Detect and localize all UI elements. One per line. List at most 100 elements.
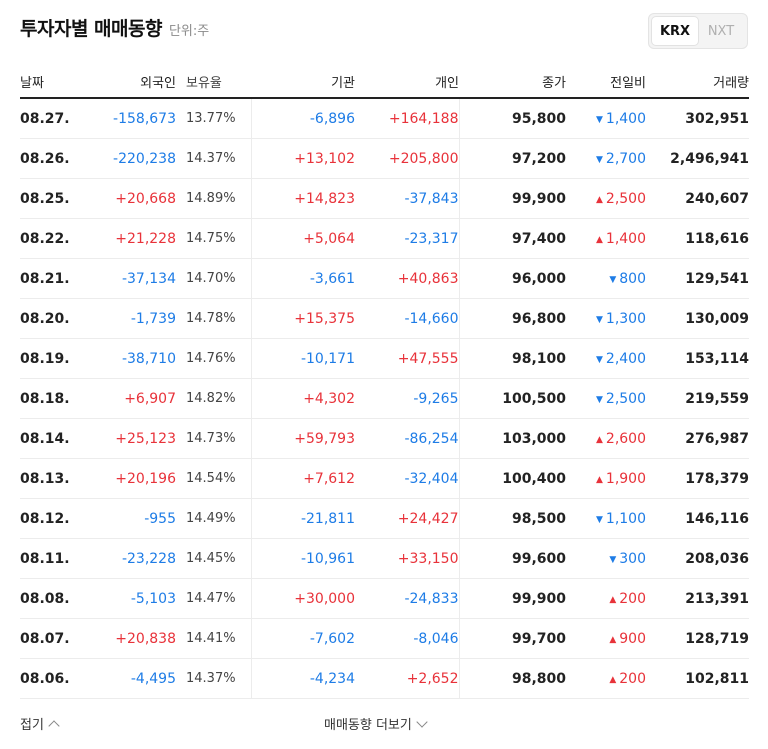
volume-cell: 208,036 — [646, 538, 749, 579]
foreign-cell: +25,123 — [72, 418, 176, 459]
change-value: 1,300 — [605, 310, 646, 327]
individual-cell: -23,317 — [355, 218, 459, 259]
triangle-down-icon: ▼ — [595, 154, 603, 165]
foreign-cell: -5,103 — [72, 578, 176, 619]
widget-footer: 접기 매매동향 더보기 — [0, 706, 768, 738]
change-value: 800 — [619, 270, 646, 287]
change-cell: ▲ 900 — [566, 618, 646, 659]
triangle-down-icon: ▼ — [595, 114, 603, 125]
holding-rate-cell: 14.37% — [176, 138, 251, 179]
holding-rate-cell: 13.77% — [176, 98, 251, 139]
change-value: 1,900 — [605, 470, 646, 487]
institution-cell: +15,375 — [250, 298, 355, 339]
individual-cell: -14,660 — [355, 298, 459, 339]
triangle-down-icon: ▼ — [595, 394, 603, 405]
individual-cell: -24,833 — [355, 578, 459, 619]
change-value: 200 — [619, 670, 646, 687]
volume-cell: 118,616 — [646, 218, 749, 259]
table-row: 08.19. -38,710 14.76% -10,171 +47,555 98,100 ▼… — [20, 338, 749, 379]
close-cell: 95,800 — [458, 98, 566, 139]
widget-header: 투자자별 매매동향 단위:주 — [20, 14, 209, 50]
date-cell: 08.18. — [20, 378, 72, 419]
change-value: 300 — [619, 550, 646, 567]
date-cell: 08.14. — [20, 418, 72, 459]
institution-cell: -3,661 — [250, 258, 355, 299]
date-cell: 08.19. — [20, 338, 72, 379]
institution-cell: -6,896 — [250, 98, 355, 139]
fold-button[interactable]: 접기 — [20, 714, 60, 733]
volume-cell: 213,391 — [646, 578, 749, 619]
holding-rate-cell: 14.73% — [176, 418, 251, 459]
volume-cell: 128,719 — [646, 618, 749, 659]
triangle-down-icon: ▼ — [595, 514, 603, 525]
table-row: 08.06. -4,495 14.37% -4,234 +2,652 98,800 ▲ 200… — [20, 658, 749, 699]
date-cell: 08.13. — [20, 458, 72, 499]
fold-label: 접기 — [20, 718, 44, 733]
volume-cell: 146,116 — [646, 498, 749, 539]
table-row: 08.13. +20,196 14.54% +7,612 -32,404 100,400 ▲… — [20, 458, 749, 499]
change-cell: ▲ 2,600 — [566, 418, 646, 459]
date-cell: 08.25. — [20, 178, 72, 219]
individual-cell: -86,254 — [355, 418, 459, 459]
col-header-close: 종가 — [459, 66, 566, 99]
holding-rate-cell: 14.78% — [176, 298, 251, 339]
close-cell: 99,900 — [458, 578, 566, 619]
close-cell: 96,800 — [458, 298, 566, 339]
change-cell: ▲ 200 — [566, 658, 646, 699]
institution-cell: +5,064 — [250, 218, 355, 259]
close-cell: 99,900 — [458, 178, 566, 219]
triangle-up-icon: ▲ — [609, 674, 617, 685]
foreign-cell: +21,228 — [72, 218, 176, 259]
volume-cell: 153,114 — [646, 338, 749, 379]
foreign-cell: -38,710 — [72, 338, 176, 379]
trading-table: 날짜 외국인 보유율 기관 개인 종가 전일비 거래량 08.27. -158,6… — [20, 66, 749, 699]
foreign-cell: +6,907 — [72, 378, 176, 419]
date-cell: 08.26. — [20, 138, 72, 179]
holding-rate-cell: 14.45% — [176, 538, 251, 579]
close-cell: 99,600 — [458, 538, 566, 579]
individual-cell: +205,800 — [355, 138, 459, 179]
triangle-down-icon: ▼ — [609, 274, 617, 285]
triangle-down-icon: ▼ — [609, 554, 617, 565]
chevron-down-icon — [416, 715, 428, 728]
institution-cell: +30,000 — [250, 578, 355, 619]
foreign-cell: -955 — [72, 498, 176, 539]
tab-krx[interactable]: KRX — [652, 17, 698, 45]
date-cell: 08.12. — [20, 498, 72, 539]
volume-cell: 102,811 — [646, 658, 749, 699]
institution-cell: +59,793 — [250, 418, 355, 459]
col-header-date: 날짜 — [20, 66, 72, 99]
date-cell: 08.20. — [20, 298, 72, 339]
change-cell: ▼ 2,500 — [566, 378, 646, 419]
table-row: 08.18. +6,907 14.82% +4,302 -9,265 100,500 ▼ 2,… — [20, 378, 749, 419]
market-toggle: KRX NXT — [648, 13, 748, 49]
triangle-up-icon: ▲ — [595, 234, 603, 245]
table-row: 08.08. -5,103 14.47% +30,000 -24,833 99,900 ▲ 2… — [20, 578, 749, 619]
col-header-foreign: 외국인 — [72, 66, 176, 99]
institution-cell: +13,102 — [250, 138, 355, 179]
change-cell: ▲ 1,900 — [566, 458, 646, 499]
holding-rate-cell: 14.54% — [176, 458, 251, 499]
close-cell: 98,800 — [458, 658, 566, 699]
institution-cell: -7,602 — [250, 618, 355, 659]
change-cell: ▼ 2,700 — [566, 138, 646, 179]
table-row: 08.27. -158,673 13.77% -6,896 +164,188 95,800… — [20, 98, 749, 139]
individual-cell: +40,863 — [355, 258, 459, 299]
volume-cell: 2,496,941 — [646, 138, 749, 179]
date-cell: 08.27. — [20, 98, 72, 139]
institution-cell: -10,961 — [250, 538, 355, 579]
close-cell: 97,400 — [458, 218, 566, 259]
triangle-up-icon: ▲ — [595, 434, 603, 445]
table-row: 08.26. -220,238 14.37% +13,102 +205,800 97,20… — [20, 138, 749, 179]
triangle-down-icon: ▼ — [595, 354, 603, 365]
table-row: 08.25. +20,668 14.89% +14,823 -37,843 99,900 ▲… — [20, 178, 749, 219]
institution-cell: +14,823 — [250, 178, 355, 219]
volume-cell: 219,559 — [646, 378, 749, 419]
change-cell: ▼ 2,400 — [566, 338, 646, 379]
more-trading-link[interactable]: 매매동향 더보기 — [324, 714, 428, 733]
institution-cell: +7,612 — [250, 458, 355, 499]
tab-nxt[interactable]: NXT — [707, 23, 735, 39]
close-cell: 97,200 — [458, 138, 566, 179]
table-row: 08.20. -1,739 14.78% +15,375 -14,660 96,800 ▼ 1… — [20, 298, 749, 339]
